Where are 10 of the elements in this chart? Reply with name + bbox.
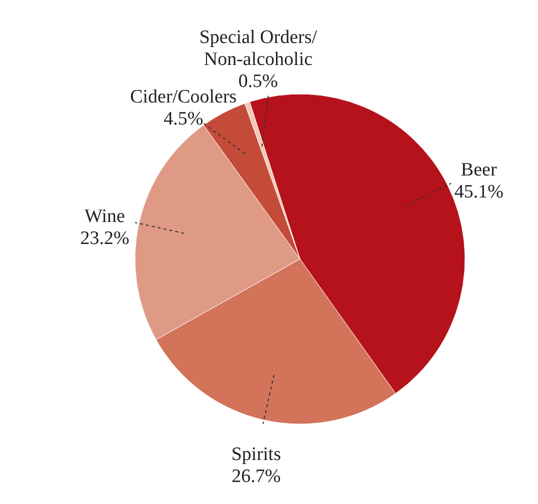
- data-label: 23.2%: [80, 228, 130, 249]
- data-label: 26.7%: [232, 466, 281, 488]
- slice-label: Wine: [84, 206, 125, 227]
- slice-label: Cider/Coolers: [130, 86, 237, 108]
- data-label: 45.1%: [454, 182, 504, 203]
- slice-label: Beer: [460, 160, 498, 181]
- slice-label: Special Orders/Non-alcoholic: [199, 26, 318, 70]
- data-label: 4.5%: [164, 108, 204, 130]
- slice-label: Spirits: [231, 444, 281, 466]
- data-label: 0.5%: [238, 70, 278, 92]
